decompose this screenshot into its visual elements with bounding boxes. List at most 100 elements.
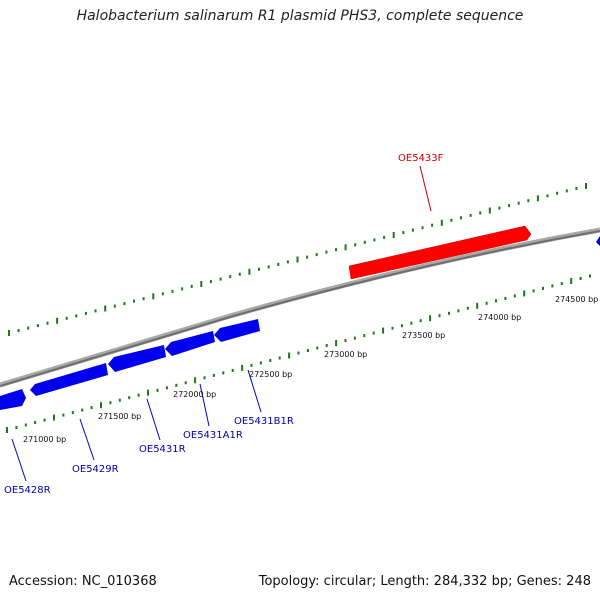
gene-oe5431b1r[interactable] [214,319,260,342]
gene-oe5431a1r[interactable] [165,331,215,356]
upper-track-tick [46,321,49,325]
bp-label-271500: 271500 bp [98,412,141,421]
lower-track-tick [382,327,385,334]
bp-label-271000: 271000 bp [23,435,66,444]
upper-track-tick [585,183,587,189]
upper-track-tick [238,272,241,276]
backbone-line-shade [0,230,600,387]
upper-track-tick [402,231,405,235]
upper-track-tick [8,330,10,336]
upper-tick-track [8,183,587,336]
lower-track-tick [53,414,55,421]
upper-track-tick [104,305,107,312]
upper-track-tick [565,189,568,193]
topology-summary: Topology: circular; Length: 284,332 bp; … [258,574,591,589]
upper-track-tick [431,223,434,227]
leader-oe5429r [79,418,95,461]
upper-track-tick [344,244,347,251]
lower-track-tick [589,274,591,278]
lower-track-tick [316,346,319,350]
lower-track-tick [513,294,516,298]
lower-track-tick [372,331,375,335]
upper-track-tick [17,329,20,333]
lower-track-tick [165,386,168,390]
gene-partial-right[interactable] [596,236,600,246]
lower-track-tick [71,411,74,415]
gene-oe5428r[interactable] [0,389,26,410]
upper-track-tick [75,314,78,318]
upper-track-tick [27,326,30,330]
upper-track-tick [296,256,299,263]
upper-track-tick [450,218,453,222]
lower-track-tick [391,326,394,330]
lower-track-tick [156,388,159,392]
lower-track-tick [81,408,84,412]
lower-track-tick [43,418,46,422]
upper-track-tick [325,250,328,254]
upper-track-tick [209,280,212,284]
lower-track-tick [194,377,197,384]
lower-track-tick [288,352,291,359]
lower-track-tick [184,381,187,385]
lower-track-tick [542,286,544,290]
upper-track-tick [113,304,116,308]
upper-track-tick [546,194,549,198]
upper-track-tick [411,228,414,232]
lower-track-tick [306,349,309,352]
lower-track-tick [448,311,450,315]
upper-track-tick [363,240,366,244]
lower-track-tick [34,421,37,424]
bp-label-273500: 273500 bp [402,331,445,340]
lower-track-tick [495,299,497,303]
upper-track-tick [383,235,386,239]
gene-oe5433f[interactable] [348,225,532,280]
gene-label-oe5431r: OE5431R [139,444,186,455]
lower-track-tick [325,344,328,347]
gene-oe5429r[interactable] [30,363,108,396]
map-title: Halobacterium salinarum R1 plasmid PHS3,… [76,8,524,24]
lower-track-tick [551,284,554,288]
upper-track-tick [200,281,203,287]
bp-label-273000: 273000 bp [324,350,367,359]
lower-track-tick [212,373,215,377]
lower-track-tick [466,306,469,310]
lower-track-tick [353,336,356,340]
lower-track-tick [118,398,121,402]
upper-track-tick [315,253,318,257]
lower-track-tick [485,301,488,305]
bp-label-274000: 274000 bp [478,313,521,322]
upper-track-tick [258,267,260,271]
upper-track-tick [460,216,462,220]
upper-track-tick [286,260,289,264]
upper-track-tick [152,293,155,300]
lower-track-tick [269,359,272,362]
upper-track-tick [36,324,39,328]
lower-track-tick [147,389,149,396]
upper-track-tick [479,211,482,215]
upper-track-tick [56,317,59,324]
upper-track-tick [123,302,126,306]
gene-oe5431r[interactable] [108,345,166,372]
upper-track-tick [219,277,222,281]
lower-track-tick [570,278,573,284]
upper-track-tick [229,275,232,279]
upper-track-tick [354,243,357,247]
lower-track-tick [410,321,413,325]
leader-oe5428r [11,438,27,482]
accession-label: Accession: NC_010368 [9,574,157,589]
upper-track-tick [469,213,472,217]
lower-track-tick [6,427,8,433]
lower-track-tick [259,361,262,365]
upper-track-tick [373,238,376,242]
upper-track-tick [488,207,491,214]
lower-track-tick [419,319,422,323]
lower-track-tick [504,296,507,300]
upper-track-tick [536,195,539,202]
bp-label-274500: 274500 bp [555,295,598,304]
bp-label-272000: 272000 bp [173,390,216,399]
leader-oe5431r [146,398,161,441]
lower-track-tick [344,339,347,343]
upper-track-tick [556,191,559,195]
lower-track-tick [297,351,300,355]
